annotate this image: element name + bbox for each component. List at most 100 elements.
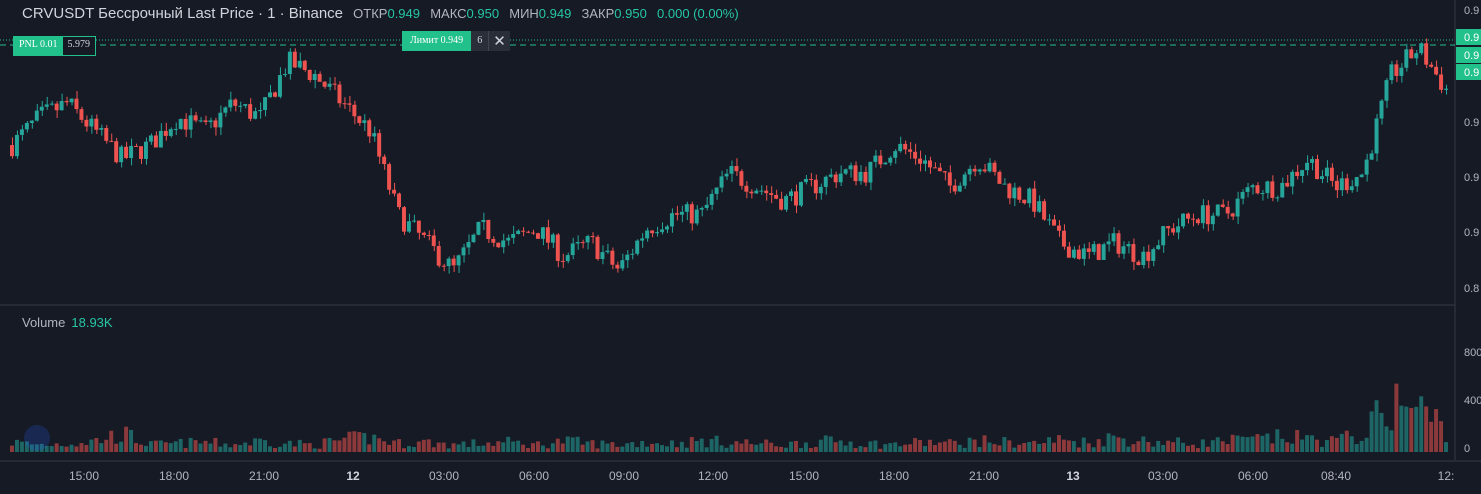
candle-body (124, 146, 129, 158)
candle-body (898, 143, 903, 152)
candle-body (1419, 43, 1424, 54)
candle-body (1444, 88, 1448, 90)
volume-bar (431, 447, 436, 452)
candle-body (1324, 167, 1329, 177)
pnl-tag[interactable]: PNL 0.01 5.979 (13, 36, 97, 56)
volume-bar (178, 438, 183, 452)
candle-body (1106, 241, 1111, 245)
candle-body (1176, 226, 1181, 233)
volume-bar (555, 438, 560, 452)
volume-bar (908, 444, 913, 452)
volume-bar (1056, 435, 1061, 452)
volume-bar (372, 434, 377, 452)
volume-bar (1300, 439, 1305, 452)
price-tag-bg (1456, 29, 1481, 45)
volume-bar (754, 444, 759, 452)
volume-bar (635, 447, 640, 452)
candle-body (49, 103, 54, 105)
candle-body (1166, 226, 1171, 229)
candle-body (337, 84, 342, 104)
volume-bar (903, 444, 908, 452)
volume-bar (1329, 436, 1334, 452)
volume-bar (729, 444, 734, 452)
volume-bar (158, 440, 163, 452)
volume-bar (352, 431, 357, 452)
volume-bar (163, 442, 168, 452)
volume-bar (858, 446, 863, 452)
candle-body (10, 145, 14, 157)
limit-order-tag[interactable]: Лимит 0.949 6 ✕ (402, 31, 510, 51)
volume-bar (749, 444, 754, 452)
volume-bar (1359, 440, 1364, 452)
volume-bar (1012, 447, 1017, 452)
volume-bar (972, 439, 977, 452)
volume-bar (540, 445, 545, 452)
volume-bar (1061, 439, 1066, 452)
volume-bar (377, 438, 382, 452)
candle-body (1091, 244, 1096, 252)
candle-body (1002, 183, 1007, 185)
volume-bar (208, 443, 213, 452)
candle-body (1265, 181, 1270, 194)
candle-body (431, 235, 436, 247)
volume-bar (317, 448, 322, 452)
volume-bar (967, 437, 972, 452)
candle-body (794, 191, 798, 206)
volume-bar (1091, 447, 1096, 452)
volume-bar (918, 439, 923, 452)
symbol-legend: CRVUSDT Бессрочный Last Price · 1 · Bina… (22, 5, 739, 22)
candle-body (322, 81, 327, 87)
candles-group (10, 38, 1448, 274)
candle-body (506, 237, 511, 241)
volume-bar (134, 443, 139, 452)
volume-bar (228, 447, 233, 452)
volume-bar (501, 442, 506, 452)
candle-body (99, 128, 104, 130)
volume-bar (1295, 429, 1300, 452)
candle-body (1260, 193, 1265, 195)
change-value: 0.000 (0.00%) (657, 6, 739, 21)
candle-body (327, 83, 332, 87)
volume-bar (1235, 435, 1240, 452)
volume-bar (962, 447, 967, 452)
candle-body (481, 219, 486, 222)
volume-bar (1379, 412, 1384, 452)
volume-bar (1047, 437, 1052, 452)
volume-bar (59, 445, 64, 452)
candle-body (1290, 171, 1295, 187)
candle-body (531, 232, 535, 234)
volume-bar (272, 448, 277, 452)
price-tag: 0.9 (1464, 32, 1479, 44)
candle-body (878, 155, 883, 165)
candle-body (347, 103, 352, 105)
volume-bar (1394, 383, 1399, 452)
volume-bar (193, 440, 198, 452)
volume-bar (1339, 433, 1344, 452)
volume-bar (1240, 436, 1245, 452)
volume-bar (1429, 421, 1434, 452)
volume-bar (1404, 406, 1409, 452)
close-order-button[interactable]: ✕ (488, 31, 510, 51)
volume-bar (664, 446, 669, 452)
volume-bar (84, 445, 89, 452)
time-axis-label: 12 (346, 469, 360, 483)
volume-bar (1230, 434, 1235, 452)
candle-body (501, 240, 506, 248)
time-axis-label: 08:40 (1321, 469, 1351, 483)
volume-axis-label: 800 (1464, 347, 1481, 359)
volume-bar (689, 437, 694, 452)
logo-icon[interactable] (24, 425, 50, 451)
candle-body (952, 185, 957, 192)
time-axis-label: 12:00 (698, 469, 728, 483)
volume-bar (54, 443, 59, 452)
volume-bar (347, 431, 352, 452)
volume-bar (1349, 436, 1354, 452)
volume-bar (709, 439, 714, 452)
volume-axis-label: 400 (1464, 395, 1481, 407)
volume-bar (124, 426, 129, 452)
candle-body (486, 219, 491, 239)
candle-body (282, 74, 287, 76)
volume-bar (282, 443, 287, 452)
volume-bar (1116, 437, 1121, 452)
